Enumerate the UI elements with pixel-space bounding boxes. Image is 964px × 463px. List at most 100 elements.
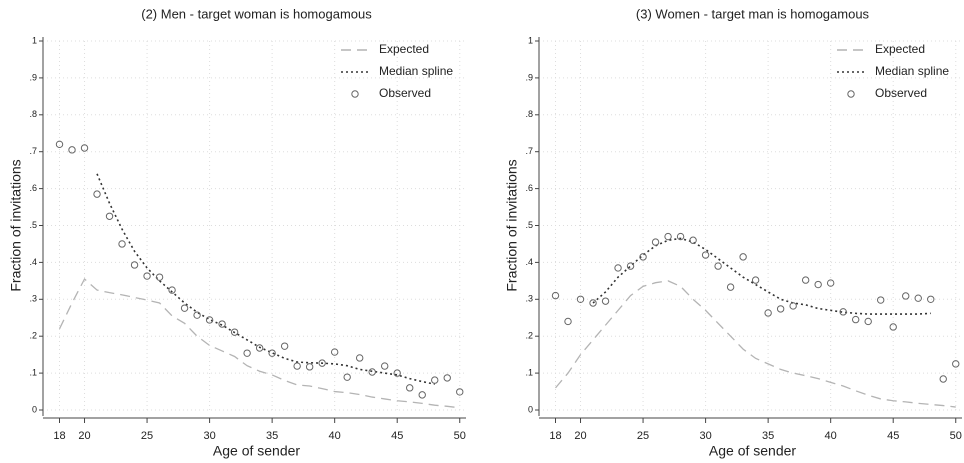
data-point [739, 253, 747, 261]
data-point [839, 308, 847, 316]
data-point [80, 144, 89, 152]
y-tick-label: .9 [525, 72, 533, 82]
data-point [851, 315, 860, 324]
data-point [193, 311, 201, 319]
x-tick-label: 50 [950, 430, 962, 442]
data-point [689, 236, 697, 244]
data-point [130, 261, 139, 269]
data-point [714, 262, 722, 270]
y-tick-label: 1 [32, 35, 37, 45]
y-tick-label: .7 [525, 146, 533, 156]
y-tick-label: 1 [528, 35, 533, 45]
data-point [418, 391, 426, 399]
data-point [651, 238, 660, 246]
dotted-line [96, 173, 435, 385]
legend-symbol [847, 90, 855, 98]
data-point [293, 362, 301, 370]
y-tick-label: .6 [525, 183, 533, 193]
data-point [230, 328, 239, 336]
data-point [664, 232, 672, 241]
data-point [814, 280, 822, 289]
data-point [939, 375, 947, 383]
x-tick-label: 40 [329, 430, 341, 442]
data-point [318, 359, 326, 367]
data-point [343, 373, 351, 381]
legend-label: Median spline [875, 64, 949, 78]
data-point [576, 295, 585, 303]
data-point [639, 253, 647, 261]
data-point [68, 146, 76, 154]
y-tick-label: .1 [29, 367, 37, 377]
data-point [914, 294, 922, 302]
x-tick-label: 45 [887, 430, 899, 442]
data-point [889, 323, 897, 331]
data-point [701, 251, 710, 259]
data-point [764, 309, 772, 317]
x-tick-label: 25 [637, 430, 649, 442]
data-point [93, 190, 101, 198]
data-point [105, 212, 114, 220]
data-point [368, 368, 376, 376]
data-point [243, 349, 251, 357]
dashed-line [58, 277, 460, 409]
data-point [826, 279, 835, 287]
legend-label: Expected [875, 42, 925, 56]
data-point [155, 273, 164, 281]
data-point [355, 354, 364, 362]
x-tick-label: 18 [53, 430, 65, 442]
y-tick-label: .8 [29, 109, 37, 119]
x-tick-label: 25 [141, 430, 153, 442]
data-point [255, 344, 264, 352]
chart-title: (2) Men - target woman is homogamous [141, 6, 372, 21]
x-tick-label: 50 [454, 430, 466, 442]
data-point [776, 305, 785, 313]
data-point [902, 292, 910, 300]
y-tick-label: .5 [29, 220, 37, 230]
y-tick-label: .4 [29, 257, 37, 267]
legend-symbol [351, 90, 359, 98]
data-point [877, 296, 885, 304]
y-tick-label: .3 [29, 294, 37, 304]
x-axis-label: Age of sender [709, 443, 797, 459]
x-tick-label: 35 [266, 430, 278, 442]
data-point [168, 286, 176, 294]
data-point [952, 360, 960, 368]
x-tick-label: 35 [762, 430, 774, 442]
chart-title: (3) Women - target man is homogamous [636, 6, 870, 21]
data-point [927, 295, 935, 303]
data-point [564, 317, 572, 326]
data-point [626, 262, 635, 270]
data-point [456, 388, 464, 396]
legend-label: Observed [379, 86, 431, 100]
data-point [143, 272, 151, 280]
x-tick-label: 18 [549, 430, 561, 442]
y-tick-label: .2 [29, 331, 37, 341]
x-tick-label: 20 [574, 430, 586, 442]
legend-label: Expected [379, 42, 429, 56]
y-tick-label: .4 [525, 257, 533, 267]
dashed-line [555, 280, 956, 408]
y-axis-label: Fraction of invitations [504, 159, 520, 291]
data-point [205, 316, 214, 324]
x-tick-label: 30 [699, 430, 711, 442]
y-tick-label: .8 [525, 109, 533, 119]
data-point [406, 384, 414, 392]
data-point [268, 349, 276, 357]
x-tick-label: 20 [78, 430, 90, 442]
y-axis-label: Fraction of invitations [8, 159, 24, 291]
data-point [218, 320, 226, 328]
y-tick-label: .3 [525, 294, 533, 304]
y-tick-label: .1 [525, 367, 533, 377]
chart-panel: (3) Women - target man is homogamous Age … [504, 6, 962, 459]
x-tick-label: 45 [391, 430, 403, 442]
data-point [118, 240, 126, 248]
data-point [443, 374, 451, 382]
x-tick-label: 40 [825, 430, 837, 442]
data-point [789, 302, 797, 310]
data-point [614, 264, 622, 272]
data-point [393, 369, 401, 377]
data-point [751, 276, 760, 284]
legend-label: Observed [875, 86, 927, 100]
data-point [864, 317, 872, 326]
